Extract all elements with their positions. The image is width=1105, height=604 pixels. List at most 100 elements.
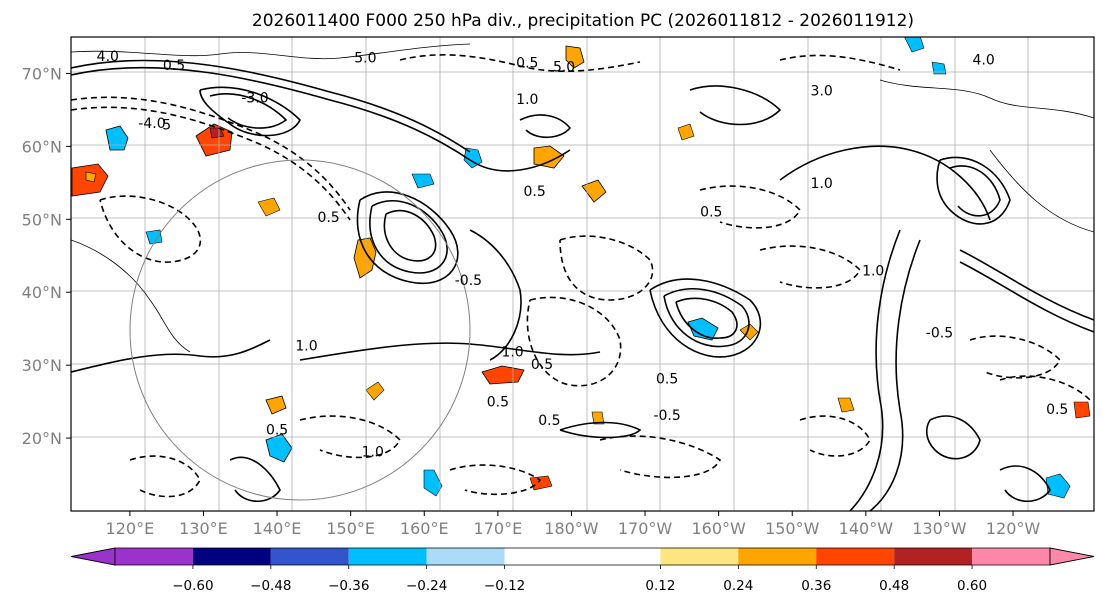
contour-line — [779, 54, 901, 71]
contour-line — [799, 415, 871, 457]
lat-tick-label: 60°N — [22, 137, 62, 156]
contour-label: 0.5 — [163, 58, 185, 74]
shade-blob — [931, 61, 947, 75]
contour-label: -3.0 — [241, 91, 268, 107]
contour-line — [869, 239, 921, 511]
contour-label: -0.5 — [926, 325, 953, 341]
contour-label: 5 — [162, 118, 171, 134]
contour-line — [689, 85, 782, 126]
contour-line — [209, 93, 288, 129]
grid-lat — [71, 71, 1094, 438]
shade-blob — [145, 229, 163, 245]
contour-label: -0.5 — [653, 408, 680, 424]
shade-blob — [265, 433, 293, 463]
contour-line — [925, 415, 981, 460]
contour-label: 0.5 — [516, 56, 538, 72]
contour-label: 0.5 — [700, 204, 722, 220]
contours-solid — [71, 59, 1094, 511]
contour-line — [229, 456, 281, 503]
contour-line — [356, 191, 459, 285]
colorbar-tick-label: −0.48 — [250, 578, 291, 594]
shade-blob — [837, 397, 855, 413]
contour-line — [779, 145, 991, 221]
colorbar-segment — [504, 548, 661, 565]
contour-label: 1.0 — [811, 176, 833, 192]
contour-label: -0.5 — [455, 273, 482, 289]
shade-blob — [423, 469, 443, 497]
lon-tick-label: 120°E — [106, 519, 155, 538]
lon-axis: 120°E 130°E 140°E 150°E 160°E 170°E 180°W 170°W… — [106, 511, 1041, 538]
lon-tick-label: 180°W — [544, 519, 599, 538]
contour-line — [71, 339, 271, 373]
shade-blob — [353, 237, 377, 279]
contour-label: -4.0 — [138, 116, 165, 132]
contour-line — [849, 229, 901, 511]
lat-tick-label: 40°N — [22, 283, 62, 302]
shade-blob — [581, 179, 607, 203]
coast-line — [989, 149, 1094, 233]
colorbar-extend-high — [1049, 547, 1095, 566]
lat-axis: 20°N 30°N 40°N 50°N 60°N 70°N — [22, 64, 71, 448]
colorbar-segment — [192, 548, 271, 565]
colorbar-segment — [426, 548, 505, 565]
colorbar-segment — [894, 548, 973, 565]
contour-line — [675, 297, 738, 339]
range-ring — [129, 159, 471, 501]
lat-tick-label: 50°N — [22, 210, 62, 229]
contour-line — [649, 278, 762, 358]
colorbar-tick-label: −0.24 — [406, 578, 447, 594]
contour-line — [699, 185, 801, 229]
shade-blob — [365, 381, 385, 401]
coast-line — [879, 79, 1094, 119]
contours-dashed — [71, 54, 1091, 498]
colorbar-segment — [115, 548, 193, 565]
lat-tick-label: 20°N — [22, 429, 62, 448]
contour-label: 1.0 — [295, 339, 317, 355]
colorbar-segment — [348, 548, 427, 565]
contour-line — [999, 465, 1051, 503]
lon-tick-label: 150°W — [765, 519, 820, 538]
colorbar-segment — [972, 548, 1050, 565]
lon-tick-label: 170°E — [474, 519, 523, 538]
shade-blob — [1073, 401, 1091, 419]
lon-tick-label: 130°W — [912, 519, 967, 538]
shade-blob — [591, 411, 605, 425]
contour-line — [199, 86, 301, 137]
contour-line — [399, 54, 641, 72]
lat-tick-label: 70°N — [22, 64, 62, 83]
coast-line — [71, 43, 471, 60]
shade-blob — [265, 395, 287, 415]
colorbar-tick-label: −0.12 — [484, 578, 525, 594]
shade-blob — [209, 127, 225, 139]
contour-line — [449, 464, 542, 496]
contour-label: 1.0 — [501, 344, 523, 360]
contour-label: 0.5 — [524, 184, 546, 200]
projection-circle — [129, 159, 471, 501]
contour-line — [949, 165, 1001, 217]
lon-tick-label: 120°W — [986, 519, 1041, 538]
contour-line — [71, 66, 571, 172]
contour-line — [936, 156, 1011, 225]
shade-blob — [533, 145, 565, 169]
contour-line — [71, 59, 471, 153]
contour-label: 0.5 — [538, 413, 560, 429]
colorbar-tick-label: 0.48 — [879, 578, 909, 594]
contour-line — [469, 229, 522, 361]
lat-tick-label: 30°N — [22, 356, 62, 375]
coastlines — [71, 43, 1094, 353]
lon-tick-label: 130°E — [179, 519, 228, 538]
colorbar-tick-label: 0.36 — [801, 578, 831, 594]
contour-labels: 4.0 0.5 5.0 0.5 5.0 -3.0 1.0 -4.05 3.0 4.0 0.5 0.5 1… — [97, 49, 1069, 460]
contour-line — [599, 435, 722, 479]
shade-blob — [463, 147, 483, 169]
shade-blob — [565, 45, 585, 69]
contour-line — [369, 200, 448, 274]
shade-blob — [677, 123, 695, 141]
contour-line — [759, 245, 861, 289]
colorbar: −0.60 −0.48 −0.36 −0.24 −0.12 0.12 0.24 0.36 0.4… — [70, 547, 1095, 594]
contour-label: 0.5 — [1046, 402, 1068, 418]
colorbar-segment — [816, 548, 895, 565]
shade-blob — [904, 37, 925, 53]
contour-label: 0.5 — [487, 395, 509, 411]
